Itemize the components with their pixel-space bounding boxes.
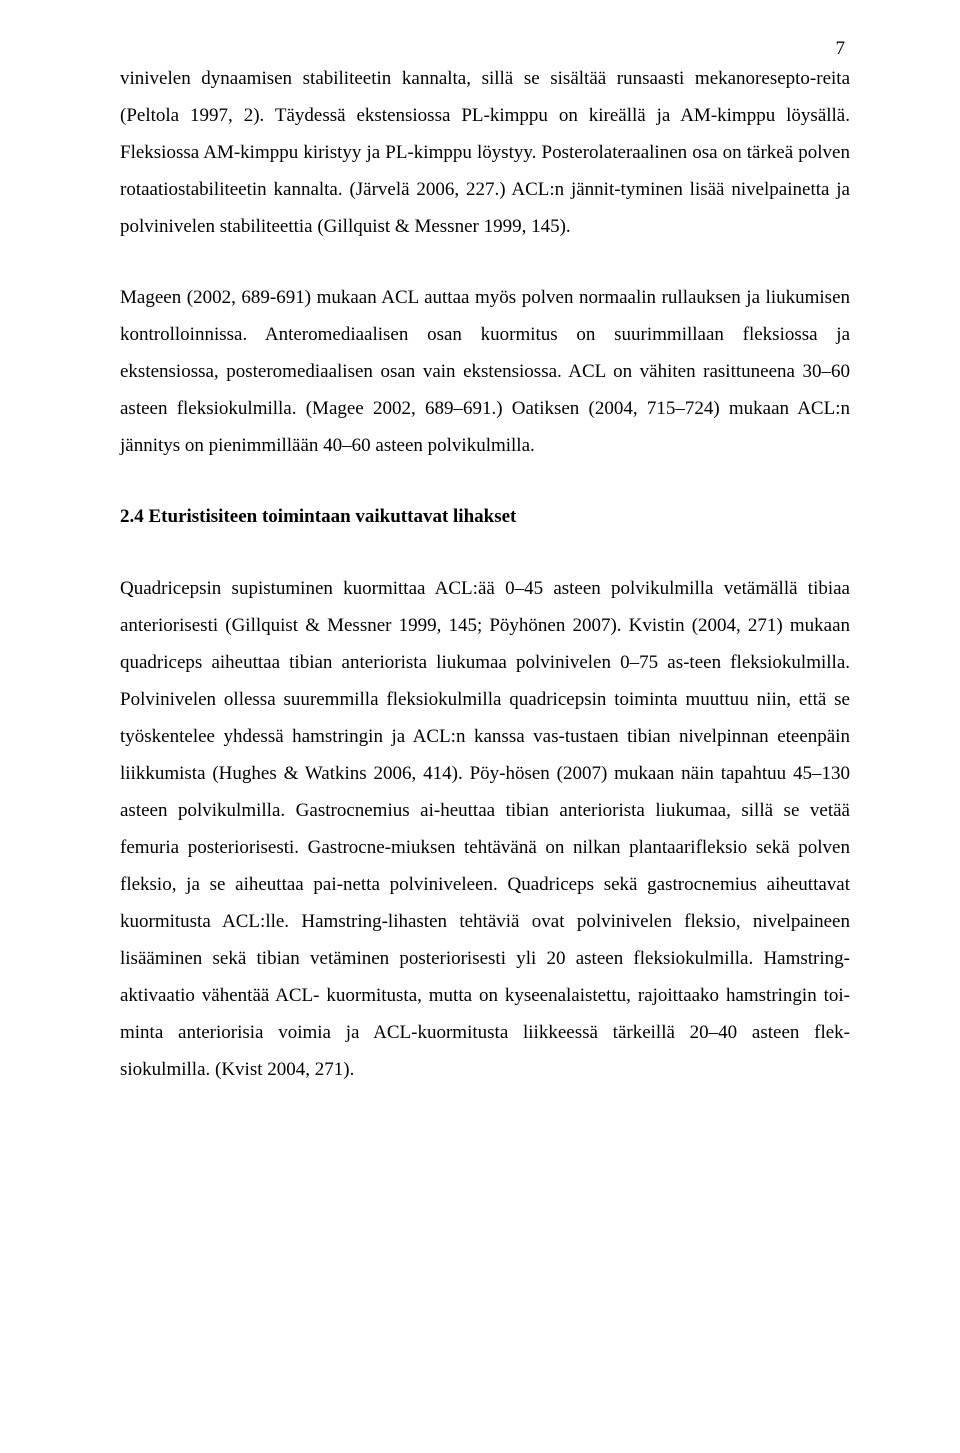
page-number: 7 (836, 38, 846, 60)
page-container: 7 vinivelen dynaamisen stabiliteetin kan… (0, 0, 960, 1453)
paragraph-1: vinivelen dynaamisen stabiliteetin kanna… (120, 60, 850, 245)
section-heading-2-4: 2.4 Eturistisiteen toimintaan vaikuttava… (120, 498, 850, 535)
paragraph-2: Mageen (2002, 689-691) mukaan ACL auttaa… (120, 279, 850, 464)
paragraph-3: Quadricepsin supistuminen kuormittaa ACL… (120, 570, 850, 1089)
